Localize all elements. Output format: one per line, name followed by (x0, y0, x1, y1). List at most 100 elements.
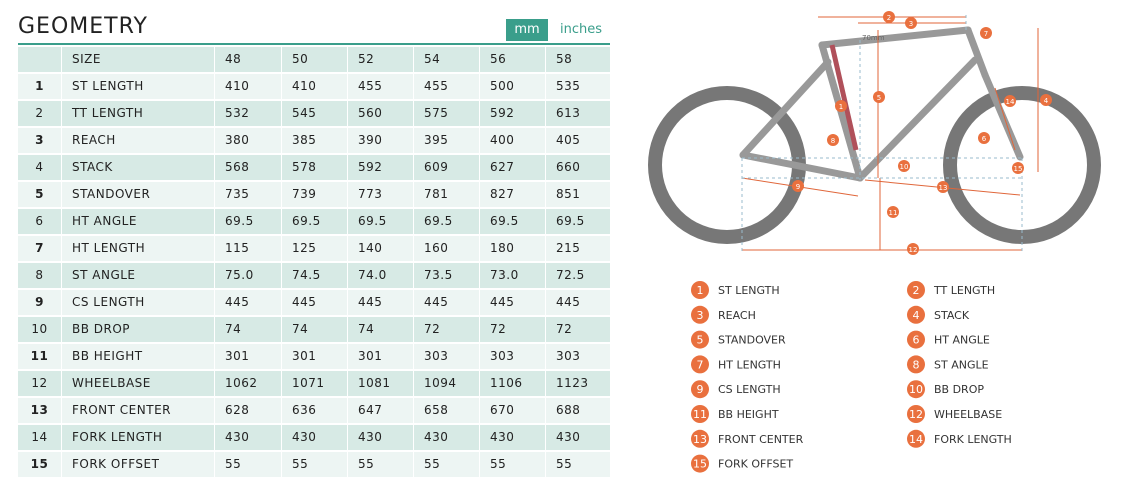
table-cell: 58 (546, 47, 610, 72)
callout-badge (873, 91, 885, 103)
legend-number: 1 (697, 284, 704, 297)
table-cell: STANDOVER (62, 182, 214, 207)
table-cell: WHEELBASE (62, 371, 214, 396)
table-cell: 781 (414, 182, 479, 207)
unit-button[interactable]: mm (506, 19, 548, 41)
table-cell: FORK LENGTH (62, 425, 214, 450)
title: GEOMETRY (18, 14, 148, 39)
legend-label: REACH (718, 309, 756, 322)
table-cell: 1106 (480, 371, 545, 396)
table-cell: 55 (215, 452, 281, 477)
table-cell: 12 (18, 371, 61, 396)
legend-badge (691, 405, 709, 423)
table-cell: 385 (282, 128, 347, 153)
table-cell: 55 (480, 452, 545, 477)
table-cell: 69.5 (546, 209, 610, 234)
table-cell: 303 (414, 344, 479, 369)
table-cell: 55 (282, 452, 347, 477)
legend-label: BB DROP (934, 383, 984, 396)
legend-number: 2 (913, 284, 920, 297)
legend-label: ST LENGTH (718, 284, 780, 297)
table-cell: 14 (18, 425, 61, 450)
legend-number: 8 (913, 358, 920, 371)
legend-badge (907, 405, 925, 423)
table-cell: 74 (282, 317, 347, 342)
table-cell: HT ANGLE (62, 209, 214, 234)
table-cell: 430 (282, 425, 347, 450)
table-cell: 15 (18, 452, 61, 477)
callout-number: 10 (900, 163, 909, 171)
table-cell: 74.0 (348, 263, 413, 288)
callout-number: 13 (939, 184, 948, 192)
legend-badge (691, 330, 709, 349)
table-cell: 5 (18, 182, 61, 207)
table-cell: 180 (480, 236, 545, 261)
unit-button[interactable]: inches (559, 22, 602, 37)
callout-number: 9 (796, 183, 800, 191)
table-cell: 160 (414, 236, 479, 261)
table-cell: 52 (348, 47, 413, 72)
legend-label: FORK LENGTH (934, 433, 1012, 446)
table-cell: 592 (348, 155, 413, 180)
table-cell: 773 (348, 182, 413, 207)
callout-number: 12 (909, 246, 918, 254)
table-cell: 578 (282, 155, 347, 180)
callout-badge (883, 11, 895, 23)
table-cell: 627 (480, 155, 545, 180)
table-cell: 3 (18, 128, 61, 153)
legend-label: HT LENGTH (718, 358, 781, 371)
table-cell: 660 (546, 155, 610, 180)
table-cell: 13 (18, 398, 61, 423)
table-cell: 303 (546, 344, 610, 369)
callout-badge (898, 160, 910, 172)
table-cell: 140 (348, 236, 413, 261)
legend-number: 14 (909, 433, 923, 446)
table-cell: ST ANGLE (62, 263, 214, 288)
table-cell: 72 (414, 317, 479, 342)
frame (739, 26, 1024, 182)
table-cell: 568 (215, 155, 281, 180)
callout-badge (1040, 94, 1052, 106)
table-cell: 69.5 (282, 209, 347, 234)
table-cell: 445 (282, 290, 347, 315)
table-cell: 628 (215, 398, 281, 423)
table-cell: 430 (414, 425, 479, 450)
table-cell: 301 (348, 344, 413, 369)
legend-badge (907, 281, 925, 299)
table-cell: 9 (18, 290, 61, 315)
table-cell: ST LENGTH (62, 74, 214, 99)
table-cell: 10 (18, 317, 61, 342)
legend-badge (691, 429, 709, 448)
callout-number: 1 (839, 103, 843, 111)
table-cell: 658 (414, 398, 479, 423)
legend-number: 12 (909, 408, 923, 421)
callout-badge (978, 132, 990, 144)
callout-number: 2 (887, 14, 891, 22)
legend-number: 15 (693, 458, 707, 471)
callout-badge (905, 17, 917, 29)
guide-lines (741, 15, 1023, 252)
table-cell: 55 (414, 452, 479, 477)
table-cell (18, 47, 61, 72)
legend-number: 4 (913, 309, 920, 322)
table-cell: BB HEIGHT (62, 344, 214, 369)
callout-number: 11 (889, 209, 898, 217)
table-cell: TT LENGTH (62, 101, 214, 126)
table-cell: 560 (348, 101, 413, 126)
legend-badge (691, 305, 709, 324)
callout-badge (980, 27, 992, 39)
table-cell: 609 (414, 155, 479, 180)
table-cell: 74 (215, 317, 281, 342)
table-cell: 73.5 (414, 263, 479, 288)
callout-badge (792, 180, 804, 192)
table-cell: 1094 (414, 371, 479, 396)
table-cell: 73.0 (480, 263, 545, 288)
table-cell: 11 (18, 344, 61, 369)
table-cell: 55 (546, 452, 610, 477)
table-cell: 380 (215, 128, 281, 153)
table-cell: BB DROP (62, 317, 214, 342)
diagram-note: 70mm (862, 34, 885, 42)
legend-badge (907, 429, 925, 448)
table-cell: 455 (414, 74, 479, 99)
